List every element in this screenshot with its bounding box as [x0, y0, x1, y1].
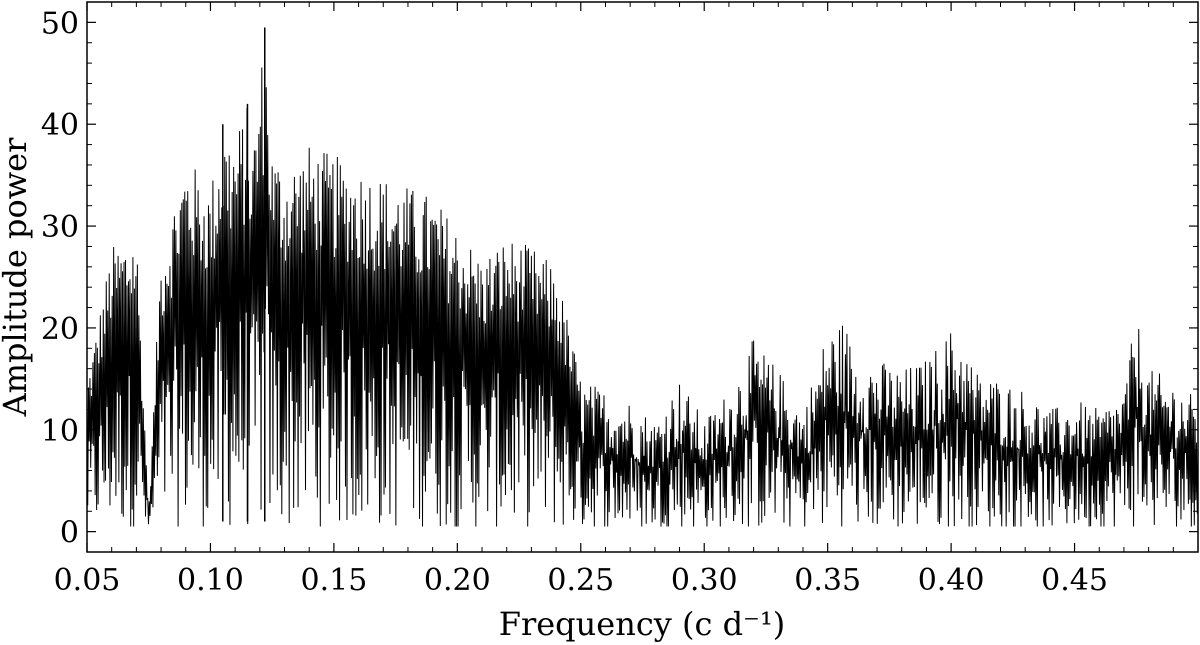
y-tick-label: 20: [41, 312, 79, 347]
plot-content: [86, 27, 1199, 527]
x-tick-label: 0.05: [54, 563, 121, 598]
x-tick-label: 0.35: [794, 563, 861, 598]
y-axis-label: Amplitude power: [0, 137, 34, 418]
x-tick-label: 0.25: [547, 563, 614, 598]
x-axis-label: Frequency (c d⁻¹): [499, 605, 786, 643]
x-tick-label: 0.45: [1041, 563, 1108, 598]
y-axis-ticks: 0 10 20 30 40 50: [41, 6, 1198, 551]
x-tick-label: 0.15: [300, 563, 367, 598]
y-tick-label: 50: [41, 6, 79, 41]
x-tick-label: 0.40: [918, 563, 985, 598]
y-tick-label: 40: [41, 108, 79, 143]
power-spectrum-line: [86, 67, 1199, 527]
y-tick-label: 30: [41, 210, 79, 245]
plot-frame: [86, 1, 1199, 553]
y-tick-label: 10: [41, 414, 79, 449]
x-axis-ticks: 0.05 0.10 0.15 0.20 0.25 0.30 0.35 0.40 0.45: [54, 2, 1174, 598]
y-tick-label: 0: [60, 516, 79, 551]
x-tick-label: 0.20: [424, 563, 491, 598]
x-tick-label: 0.10: [177, 563, 244, 598]
x-tick-label: 0.30: [671, 563, 738, 598]
